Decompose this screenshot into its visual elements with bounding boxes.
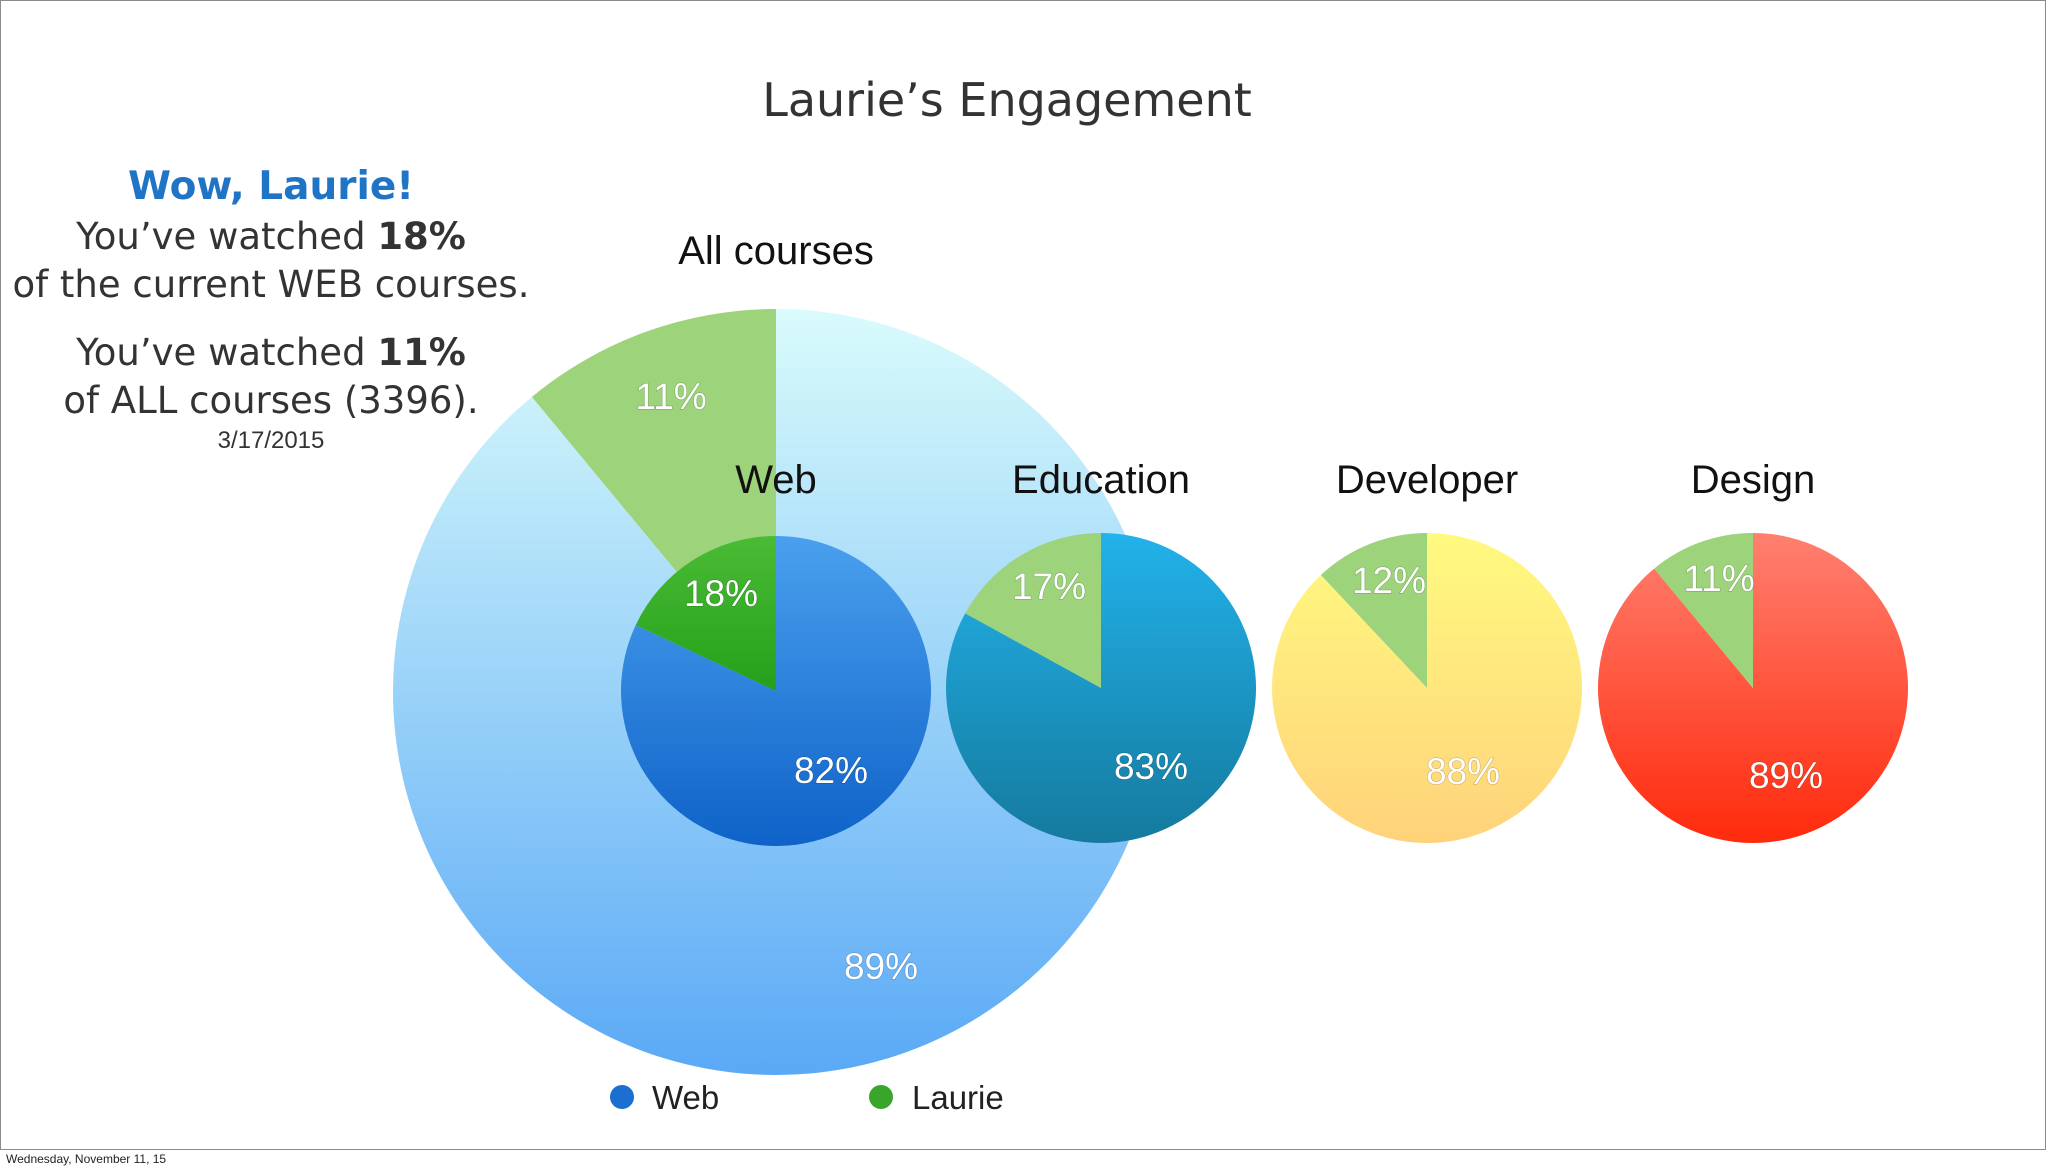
pie-developer xyxy=(1272,533,1582,843)
pie-web xyxy=(621,536,931,846)
pie-label-design-laurie: 11% xyxy=(1683,558,1754,599)
footer-date: Wednesday, November 11, 15 xyxy=(6,1152,167,1166)
legend-label-web: Web xyxy=(652,1079,719,1116)
pie-title-developer: Developer xyxy=(1336,458,1518,502)
legend-swatch-laurie xyxy=(869,1085,893,1109)
legend-swatch-web xyxy=(610,1085,634,1109)
summary-line-all: You’ve watched 11% xyxy=(11,329,531,377)
all-percent-value: 11% xyxy=(377,331,466,374)
summary-text: You’ve watched xyxy=(76,215,378,258)
pie-label-education-rest: 83% xyxy=(1114,746,1188,787)
summary-line-all-courses: of ALL courses (3396). xyxy=(63,379,479,422)
summary-line-web-courses: of the current WEB courses. xyxy=(12,263,530,306)
summary-date: 3/17/2015 xyxy=(217,427,325,454)
pie-title-web: Web xyxy=(735,458,817,502)
pie-label-all-courses-rest: 89% xyxy=(844,946,918,987)
pie-label-all-courses-laurie: 11% xyxy=(635,376,706,417)
pie-charts: All courses 11% 89% Web 18% 82% Education 17% 83… xyxy=(393,229,1909,1116)
pie-slice-design-laurie xyxy=(1654,533,1753,688)
web-percent-value: 18% xyxy=(377,215,466,258)
pie-label-design-rest: 89% xyxy=(1749,755,1823,796)
pie-label-web-laurie: 18% xyxy=(684,573,758,614)
pie-slice-developer-laurie xyxy=(1320,533,1427,688)
pie-title-all-courses: All courses xyxy=(678,229,874,273)
pie-design xyxy=(1598,533,1909,843)
pie-title-design: Design xyxy=(1691,458,1816,502)
pie-title-education: Education xyxy=(1012,458,1190,502)
pie-slice-web-laurie xyxy=(635,536,776,691)
pie-education xyxy=(945,533,1256,843)
pie-label-developer-laurie: 12% xyxy=(1352,560,1426,601)
summary-heading: Wow, Laurie! xyxy=(127,164,415,209)
summary-line-web: You’ve watched 18% xyxy=(11,213,531,261)
slide: Laurie’s Engagement Wow, Laurie! You’ve … xyxy=(0,0,2046,1150)
pie-slice-design-rest xyxy=(1598,533,1909,843)
pie-label-web-rest: 82% xyxy=(794,750,868,791)
legend: Web Laurie xyxy=(610,1079,1004,1116)
legend-label-laurie: Laurie xyxy=(912,1079,1004,1116)
chart-title: Laurie’s Engagement xyxy=(762,73,1252,127)
pie-label-education-laurie: 17% xyxy=(1012,566,1086,607)
pie-label-developer-rest: 88% xyxy=(1426,751,1500,792)
pie-slice-education-laurie xyxy=(965,533,1101,688)
summary-text: You’ve watched xyxy=(76,331,378,374)
summary-panel: Wow, Laurie! You’ve watched 18% of the c… xyxy=(11,161,531,457)
